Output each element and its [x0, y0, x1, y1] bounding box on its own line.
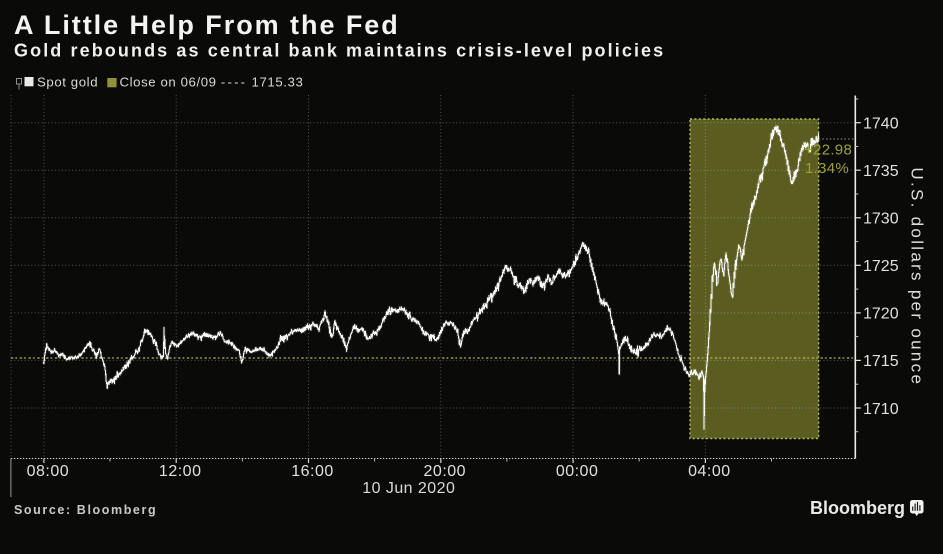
svg-text:1715: 1715 [863, 353, 899, 370]
svg-text:20:00: 20:00 [424, 463, 467, 480]
svg-text:12:00: 12:00 [159, 463, 202, 480]
svg-text:Spot gold: Spot gold [37, 75, 98, 90]
svg-text:1.34%: 1.34% [805, 160, 849, 177]
svg-text:10 Jun 2020: 10 Jun 2020 [362, 480, 455, 497]
svg-text:Source: Bloomberg: Source: Bloomberg [14, 503, 157, 517]
svg-text:Bloomberg: Bloomberg [810, 498, 905, 518]
svg-text:04:00: 04:00 [688, 463, 731, 480]
svg-text:A Little Help From the Fed: A Little Help From the Fed [14, 10, 400, 40]
svg-text:U.S. dollars per ounce: U.S. dollars per ounce [908, 167, 927, 386]
svg-text:00:00: 00:00 [556, 463, 599, 480]
svg-text:+22.98: +22.98 [804, 142, 852, 159]
svg-text:08:00: 08:00 [27, 463, 70, 480]
svg-text:1730: 1730 [863, 211, 899, 228]
svg-text:1720: 1720 [863, 306, 899, 323]
svg-text:1740: 1740 [863, 116, 899, 133]
svg-text:Close on 06/09 ---- 1715.33: Close on 06/09 ---- 1715.33 [120, 75, 304, 90]
svg-text:1725: 1725 [863, 258, 899, 275]
svg-text:Gold rebounds as central bank: Gold rebounds as central bank maintains … [14, 41, 665, 61]
svg-text:16:00: 16:00 [291, 463, 334, 480]
svg-text:1735: 1735 [863, 163, 899, 180]
svg-text:1710: 1710 [863, 401, 899, 418]
